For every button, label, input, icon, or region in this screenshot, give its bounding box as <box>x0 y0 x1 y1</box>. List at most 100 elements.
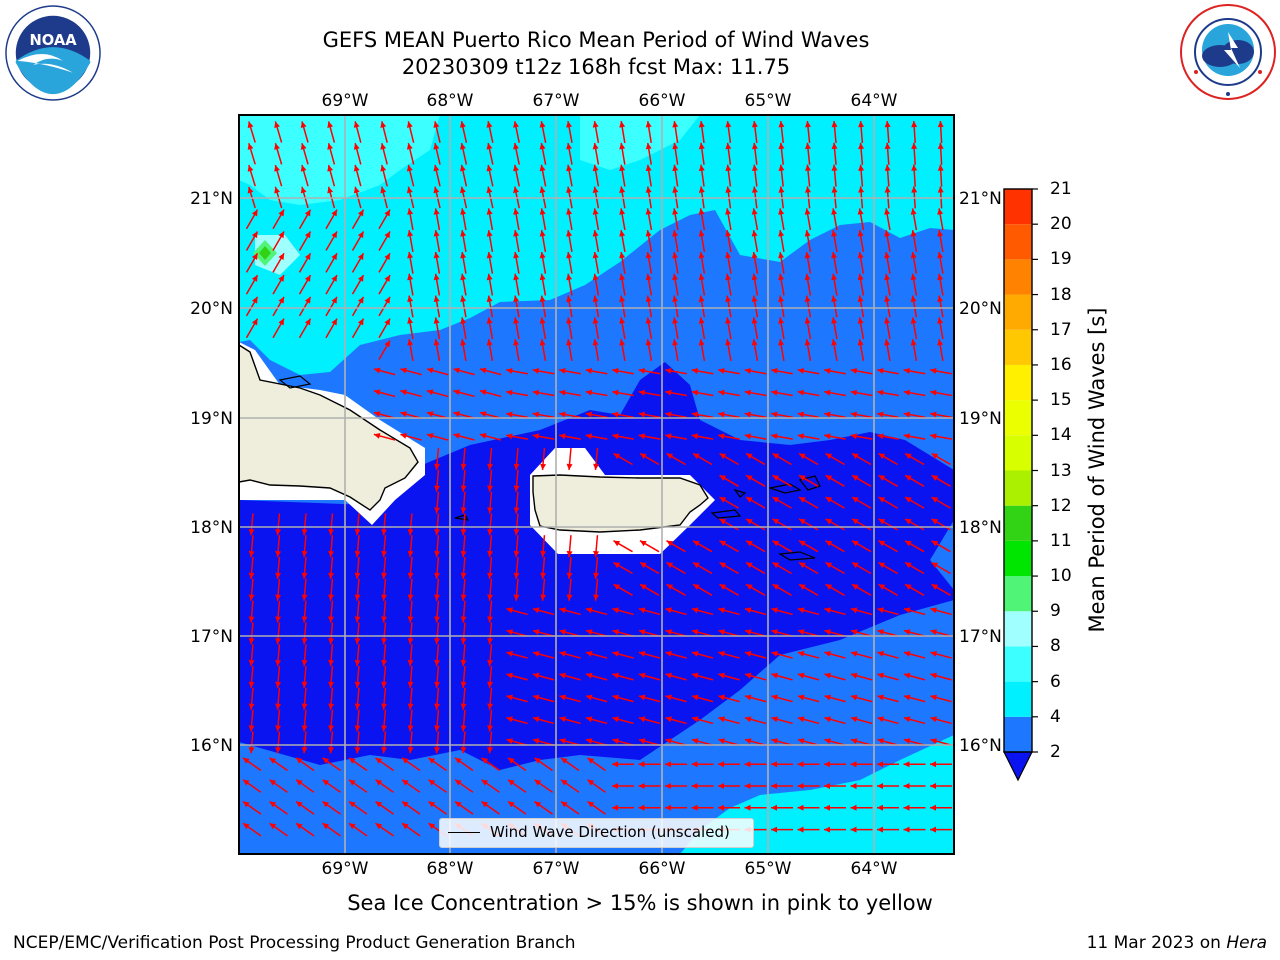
wave-direction-arrowhead <box>275 616 282 623</box>
lat-tick-label: 16°N <box>190 736 233 756</box>
wave-direction-arrowhead <box>772 497 780 503</box>
wave-direction-arrowhead <box>401 823 409 830</box>
wave-direction-arrowhead <box>247 186 254 194</box>
wave-direction-arrowhead <box>691 716 699 723</box>
wave-direction-arrowhead <box>903 694 911 701</box>
wave-direction-arrowhead <box>858 186 865 193</box>
wave-direction-arrowhead <box>698 251 705 259</box>
wave-direction-arrowhead <box>910 208 917 215</box>
wave-direction-arrowhead <box>354 725 361 732</box>
wave-direction-arrowhead <box>805 186 811 193</box>
wave-direction-arrowhead <box>486 230 493 237</box>
wave-direction-arrowhead <box>532 672 540 679</box>
wave-direction-arrowhead <box>930 672 937 679</box>
wave-direction-arrowhead <box>460 616 467 623</box>
wave-direction-arrowhead <box>718 433 725 440</box>
wave-direction-arrowhead <box>357 209 364 217</box>
wave-direction-arrowhead <box>301 747 308 754</box>
wave-direction-arrowhead <box>831 164 838 171</box>
wave-direction-arrowhead <box>322 823 330 830</box>
wave-direction-arrowhead <box>459 186 466 194</box>
wave-direction-arrowhead <box>850 672 858 679</box>
wave-direction-arrowhead <box>453 433 460 439</box>
wave-direction-arrowhead <box>407 273 414 281</box>
wave-direction-arrowhead <box>718 367 725 374</box>
wave-direction-arrowhead <box>269 823 277 830</box>
wave-direction-arrowhead <box>672 208 679 215</box>
wave-direction-arrowhead <box>585 629 593 636</box>
wave-direction-arrowhead <box>407 616 414 623</box>
wave-direction-arrowhead <box>797 651 805 657</box>
wave-direction-arrowhead <box>487 594 494 601</box>
wave-direction-arrowhead <box>460 572 467 579</box>
wave-direction-arrowhead <box>778 121 785 128</box>
wave-direction-arrowhead <box>638 411 646 418</box>
wave-direction-arrowhead <box>645 317 652 324</box>
wave-direction-arrowhead <box>797 761 804 768</box>
wave-direction-arrowhead <box>744 607 752 614</box>
wave-direction-arrowhead <box>381 529 388 536</box>
wave-direction-arrowhead <box>665 433 672 440</box>
wave-direction-arrowhead <box>857 230 864 237</box>
wave-direction-arrowhead <box>857 208 864 215</box>
wave-direction-arrowhead <box>638 433 646 440</box>
wave-direction-arrowhead <box>506 411 513 418</box>
wave-direction-arrowhead <box>850 389 858 396</box>
wave-direction-arrowhead <box>778 339 785 346</box>
wave-direction-arrowhead <box>433 230 440 237</box>
wave-direction-arrowhead <box>275 703 282 710</box>
wave-direction-arrowhead <box>460 463 467 470</box>
wave-direction-arrowhead <box>645 273 652 281</box>
wave-direction-arrowhead <box>373 367 381 374</box>
wave-direction-arrowhead <box>771 672 778 679</box>
wave-direction-arrowhead <box>930 367 937 374</box>
wave-direction-arrowhead <box>407 251 414 259</box>
wave-direction-arrowhead <box>904 518 912 525</box>
wave-direction-arrowhead <box>931 540 939 547</box>
wave-direction-arrowhead <box>304 296 311 304</box>
wave-direction-arrowhead <box>645 142 652 150</box>
wave-direction-arrowhead <box>771 389 778 396</box>
wave-direction-arrowhead <box>619 295 626 302</box>
wave-direction-arrowhead <box>460 725 467 732</box>
wave-direction-arrowhead <box>381 681 388 688</box>
wave-direction-arrowhead <box>884 121 891 128</box>
wave-direction-arrowhead <box>560 801 568 808</box>
wave-direction-arrowhead <box>751 230 758 237</box>
island-outline <box>767 483 802 494</box>
wave-direction-arrowhead <box>612 716 619 723</box>
wave-direction-arrowhead <box>612 433 619 440</box>
wave-direction-arrowhead <box>487 616 494 623</box>
wave-direction-arrowhead <box>937 339 944 346</box>
wave-direction-arrowhead <box>486 143 493 150</box>
wave-direction-arrowhead <box>300 121 307 129</box>
wave-direction-arrowhead <box>850 694 858 701</box>
map-title: GEFS MEAN Puerto Rico Mean Period of Win… <box>322 28 870 52</box>
wave-direction-arrowhead <box>672 186 679 193</box>
wave-direction-arrowhead <box>824 694 831 701</box>
wave-direction-arrowhead <box>322 801 330 808</box>
wave-direction-arrowhead <box>380 143 387 150</box>
wave-direction-arrowhead <box>751 142 758 150</box>
wave-direction-arrowhead <box>559 433 566 440</box>
wave-direction-arrowhead <box>937 142 944 149</box>
wave-direction-arrowhead <box>278 275 284 282</box>
wave-direction-arrowhead <box>937 164 944 171</box>
lon-tick-label: 65°W <box>745 859 792 879</box>
wave-direction-arrowhead <box>486 251 493 259</box>
wave-direction-arrowhead <box>593 594 600 601</box>
wave-direction-arrowhead <box>301 703 308 710</box>
wave-direction-arrowhead <box>532 389 540 396</box>
wave-direction-arrowhead <box>850 367 858 374</box>
wave-direction-arrowhead <box>401 801 409 808</box>
wave-direction-arrowhead <box>851 562 859 569</box>
wave-direction-arrowhead <box>559 694 566 701</box>
wave-direction-arrowhead <box>858 121 865 128</box>
wave-direction-arrowhead <box>428 823 436 830</box>
lat-tick-label: 19°N <box>190 409 233 429</box>
wave-direction-arrowhead <box>406 143 413 150</box>
wave-direction-arrowhead <box>592 121 599 128</box>
wave-direction-arrowhead <box>275 747 282 754</box>
wave-direction-arrowhead <box>691 804 698 811</box>
colorbar-swatch <box>1004 294 1032 330</box>
